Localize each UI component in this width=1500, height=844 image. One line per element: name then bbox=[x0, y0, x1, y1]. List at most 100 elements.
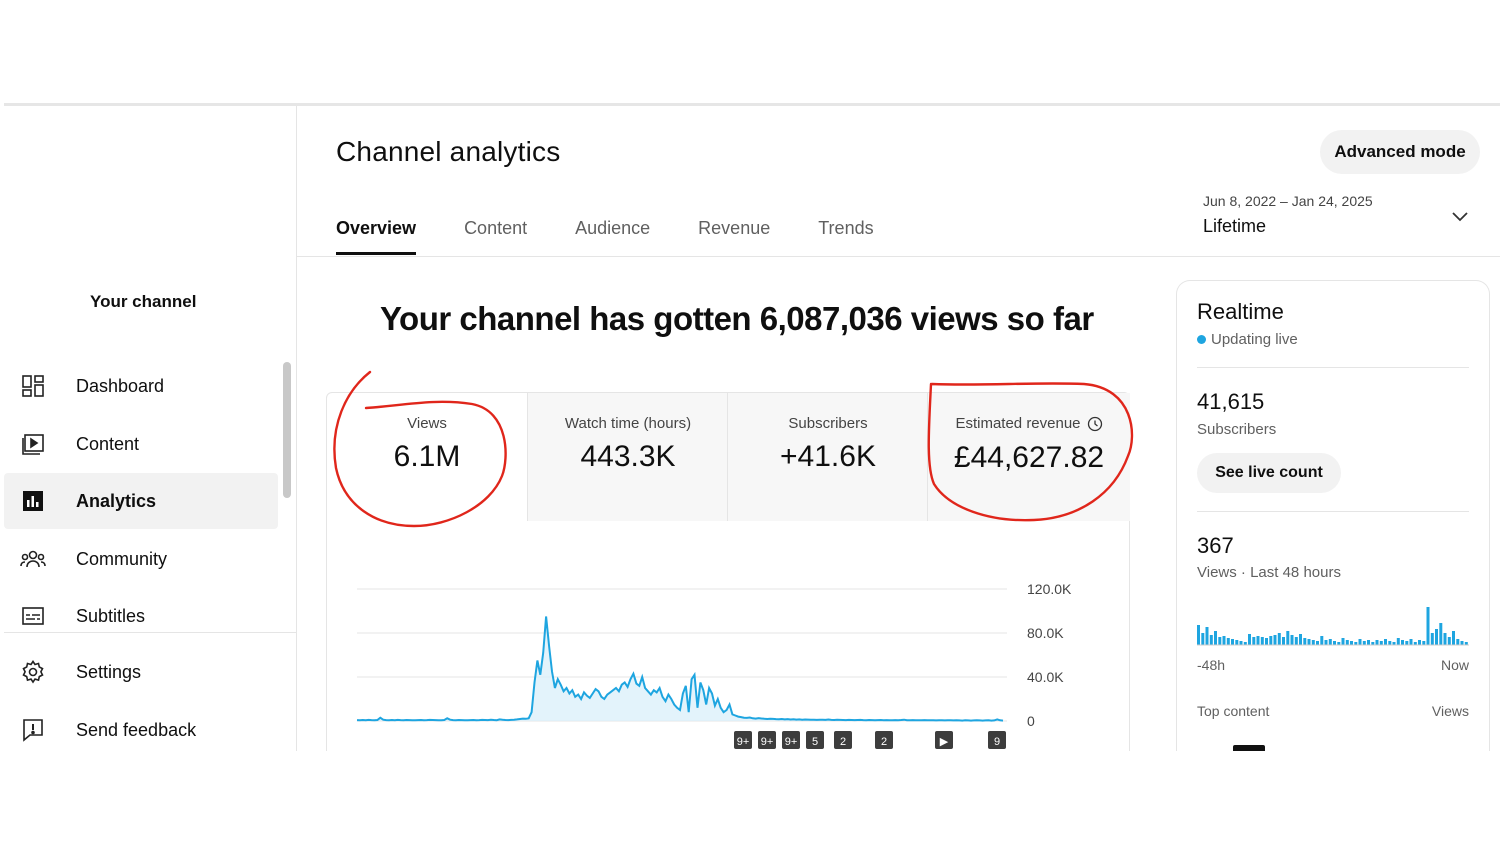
video-marker[interactable]: 2 bbox=[834, 731, 852, 749]
realtime-bar[interactable] bbox=[1320, 636, 1324, 645]
realtime-bar[interactable] bbox=[1260, 637, 1264, 645]
video-marker[interactable]: 2 bbox=[875, 731, 893, 749]
tab-trends[interactable]: Trends bbox=[818, 218, 874, 238]
realtime-bar[interactable] bbox=[1311, 640, 1315, 645]
realtime-bar[interactable] bbox=[1222, 636, 1226, 645]
realtime-bar[interactable] bbox=[1218, 637, 1222, 645]
realtime-bar[interactable] bbox=[1413, 642, 1417, 645]
sidebar-item-send-feedback[interactable]: Send feedback bbox=[4, 702, 278, 751]
sidebar: Your channel Dashboard Content bbox=[4, 106, 297, 751]
video-marker[interactable]: 5 bbox=[806, 731, 824, 749]
realtime-bar[interactable] bbox=[1396, 638, 1400, 645]
video-marker[interactable]: 9+ bbox=[782, 731, 800, 749]
realtime-bar[interactable] bbox=[1367, 640, 1370, 645]
tab-content[interactable]: Content bbox=[464, 218, 528, 238]
realtime-bar[interactable] bbox=[1333, 641, 1336, 645]
realtime-bar[interactable] bbox=[1405, 641, 1409, 645]
realtime-bar[interactable] bbox=[1464, 642, 1468, 645]
realtime-bar[interactable] bbox=[1435, 629, 1438, 645]
realtime-subscribers-value: 41,615 bbox=[1197, 389, 1265, 414]
sidebar-item-community[interactable]: Community bbox=[4, 531, 278, 587]
realtime-bar[interactable] bbox=[1350, 641, 1353, 645]
realtime-bar-chart[interactable] bbox=[1197, 599, 1469, 649]
sidebar-item-settings[interactable]: Settings bbox=[4, 644, 278, 700]
date-range-text[interactable]: Jun 8, 2022 – Jan 24, 2025 bbox=[1203, 193, 1373, 209]
sidebar-item-analytics[interactable]: Analytics bbox=[4, 473, 278, 529]
views-line-chart[interactable]: 0 40.0K 80.0K 120.0K 9+ 9+ 9+ 5 2 2 ▶ 9 bbox=[327, 393, 1129, 751]
views-series-line[interactable] bbox=[356, 616, 1004, 722]
realtime-bar[interactable] bbox=[1231, 639, 1234, 645]
your-channel-label[interactable]: Your channel bbox=[90, 292, 197, 311]
realtime-bar[interactable] bbox=[1430, 633, 1434, 645]
realtime-bar[interactable] bbox=[1392, 642, 1396, 645]
realtime-bar[interactable] bbox=[1418, 640, 1421, 645]
realtime-bar[interactable] bbox=[1401, 640, 1404, 645]
video-marker[interactable]: 9+ bbox=[758, 731, 776, 749]
tab-revenue[interactable]: Revenue bbox=[698, 218, 771, 238]
metric-subscribers[interactable]: Subscribers +41.6K bbox=[727, 393, 928, 521]
realtime-bar[interactable] bbox=[1460, 641, 1464, 645]
video-marker[interactable]: ▶ bbox=[935, 731, 953, 749]
video-marker[interactable]: 9+ bbox=[734, 731, 752, 749]
realtime-bar[interactable] bbox=[1273, 635, 1277, 645]
realtime-bar[interactable] bbox=[1299, 634, 1302, 645]
see-live-count-button[interactable]: See live count bbox=[1197, 453, 1341, 493]
sidebar-scrollbar[interactable] bbox=[283, 362, 291, 498]
sidebar-item-content[interactable]: Content bbox=[4, 416, 278, 472]
realtime-bar[interactable] bbox=[1243, 642, 1247, 645]
sidebar-item-dashboard[interactable]: Dashboard bbox=[4, 358, 278, 414]
realtime-bar[interactable] bbox=[1269, 636, 1273, 645]
realtime-bar[interactable] bbox=[1409, 639, 1413, 645]
realtime-bar[interactable] bbox=[1265, 638, 1268, 645]
realtime-bar[interactable] bbox=[1443, 633, 1447, 645]
realtime-bar[interactable] bbox=[1379, 641, 1383, 645]
realtime-bar[interactable] bbox=[1341, 638, 1345, 645]
realtime-bar[interactable] bbox=[1239, 641, 1243, 645]
realtime-bar[interactable] bbox=[1375, 640, 1379, 645]
realtime-bar[interactable] bbox=[1235, 640, 1239, 645]
realtime-bar[interactable] bbox=[1201, 633, 1205, 645]
realtime-bar[interactable] bbox=[1256, 636, 1260, 645]
realtime-bar[interactable] bbox=[1209, 635, 1213, 645]
metric-watch-time[interactable]: Watch time (hours) 443.3K bbox=[527, 393, 728, 521]
realtime-bar[interactable] bbox=[1214, 631, 1217, 645]
realtime-bar[interactable] bbox=[1324, 640, 1328, 645]
realtime-bar[interactable] bbox=[1286, 631, 1290, 645]
advanced-mode-button[interactable]: Advanced mode bbox=[1320, 130, 1480, 174]
realtime-bar[interactable] bbox=[1303, 638, 1307, 645]
realtime-bar[interactable] bbox=[1248, 634, 1251, 645]
metric-value: 443.3K bbox=[580, 440, 676, 473]
realtime-bar[interactable] bbox=[1226, 638, 1230, 645]
realtime-bar[interactable] bbox=[1447, 637, 1451, 645]
realtime-bar[interactable] bbox=[1277, 633, 1281, 645]
realtime-bar[interactable] bbox=[1362, 641, 1366, 645]
realtime-bar[interactable] bbox=[1388, 641, 1392, 645]
realtime-bar[interactable] bbox=[1307, 639, 1311, 645]
realtime-bar[interactable] bbox=[1328, 639, 1332, 645]
realtime-bar[interactable] bbox=[1358, 639, 1362, 645]
tab-overview[interactable]: Overview bbox=[336, 218, 417, 255]
realtime-bar[interactable] bbox=[1205, 627, 1209, 645]
realtime-bar[interactable] bbox=[1354, 642, 1358, 645]
realtime-bar[interactable] bbox=[1345, 640, 1349, 645]
sidebar-item-subtitles[interactable]: Subtitles bbox=[4, 588, 278, 644]
realtime-bar[interactable] bbox=[1371, 642, 1375, 645]
tab-audience[interactable]: Audience bbox=[575, 218, 651, 238]
realtime-bar[interactable] bbox=[1294, 637, 1298, 645]
realtime-bar[interactable] bbox=[1290, 635, 1294, 645]
realtime-bar[interactable] bbox=[1252, 637, 1256, 645]
realtime-bar[interactable] bbox=[1439, 623, 1443, 645]
top-content-thumbnail[interactable] bbox=[1233, 745, 1265, 751]
realtime-bar[interactable] bbox=[1426, 607, 1430, 645]
realtime-bar[interactable] bbox=[1316, 641, 1319, 645]
realtime-bar[interactable] bbox=[1456, 639, 1460, 645]
realtime-bar[interactable] bbox=[1197, 625, 1200, 645]
video-marker[interactable]: 9 bbox=[988, 731, 1006, 749]
realtime-bar[interactable] bbox=[1422, 641, 1426, 645]
realtime-bar[interactable] bbox=[1282, 637, 1285, 645]
realtime-bar[interactable] bbox=[1337, 642, 1341, 645]
date-period-label[interactable]: Lifetime bbox=[1203, 216, 1267, 236]
realtime-bar[interactable] bbox=[1452, 631, 1455, 645]
realtime-bar[interactable] bbox=[1384, 639, 1387, 645]
chevron-down-icon[interactable] bbox=[1450, 206, 1470, 231]
